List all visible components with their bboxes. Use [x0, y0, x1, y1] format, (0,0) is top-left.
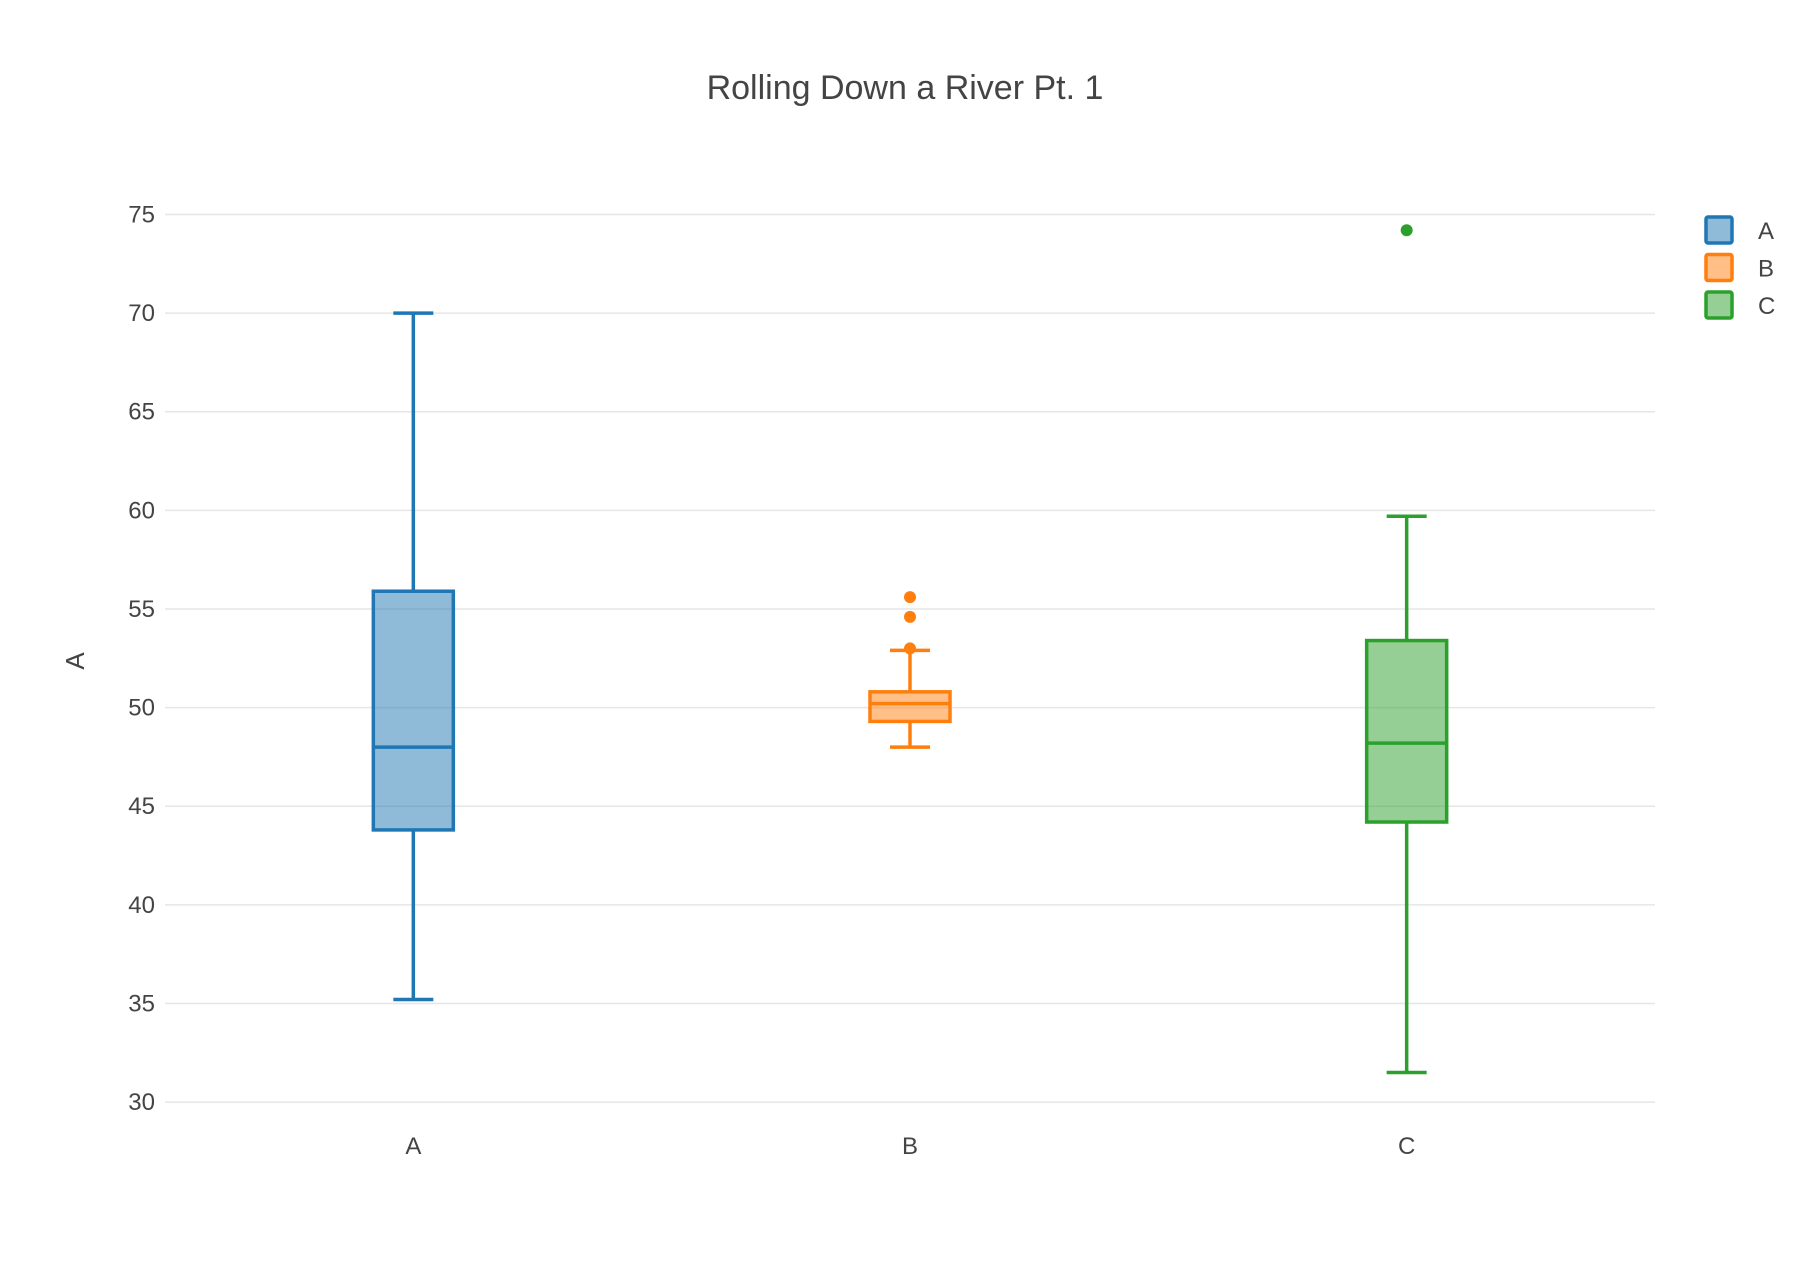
outlier-point[interactable]	[904, 610, 916, 623]
y-tick-label: 65	[128, 399, 155, 426]
x-tick-label: A	[405, 1133, 421, 1160]
y-tick-label: 35	[128, 991, 155, 1018]
box-group-c[interactable]	[1364, 224, 1449, 1075]
y-tick-label: 40	[128, 892, 155, 919]
legend-label: C	[1758, 293, 1775, 320]
legend-label: B	[1758, 256, 1774, 283]
y-tick-label: 75	[128, 201, 155, 228]
box-iqr[interactable]	[371, 589, 456, 832]
legend-item-b[interactable]: B	[1704, 252, 1774, 283]
box-group-b[interactable]	[868, 591, 952, 749]
box-series	[371, 224, 1449, 1075]
legend-item-c[interactable]: C	[1704, 290, 1775, 320]
y-tick-label: 45	[128, 793, 155, 820]
legend-swatch	[1704, 252, 1734, 283]
legend[interactable]: ABC	[1704, 215, 1775, 320]
x-tick-label: B	[902, 1133, 918, 1160]
box-group-a[interactable]	[371, 311, 456, 1002]
y-tick-label: 55	[128, 596, 155, 623]
y-axis-ticks: 30 35 40 45 50 55 60 65 70 75	[128, 201, 155, 1116]
y-tick-label: 30	[128, 1089, 155, 1116]
legend-swatch	[1704, 215, 1734, 245]
y-tick-label: 70	[128, 300, 155, 327]
box-iqr[interactable]	[868, 690, 952, 724]
y-tick-label: 60	[128, 497, 155, 524]
y-tick-label: 50	[128, 695, 155, 722]
legend-swatch	[1704, 290, 1734, 320]
x-axis-ticks: A B C	[405, 1133, 1415, 1160]
box-iqr[interactable]	[1364, 638, 1449, 824]
chart-title: Rolling Down a River Pt. 1	[707, 69, 1104, 107]
y-axis-label: A	[60, 652, 90, 670]
legend-label: A	[1758, 218, 1774, 245]
legend-item-a[interactable]: A	[1704, 215, 1774, 245]
x-tick-label: C	[1398, 1133, 1415, 1160]
outlier-point[interactable]	[1400, 224, 1413, 237]
outlier-point[interactable]	[904, 591, 916, 604]
outlier-point[interactable]	[904, 642, 916, 655]
